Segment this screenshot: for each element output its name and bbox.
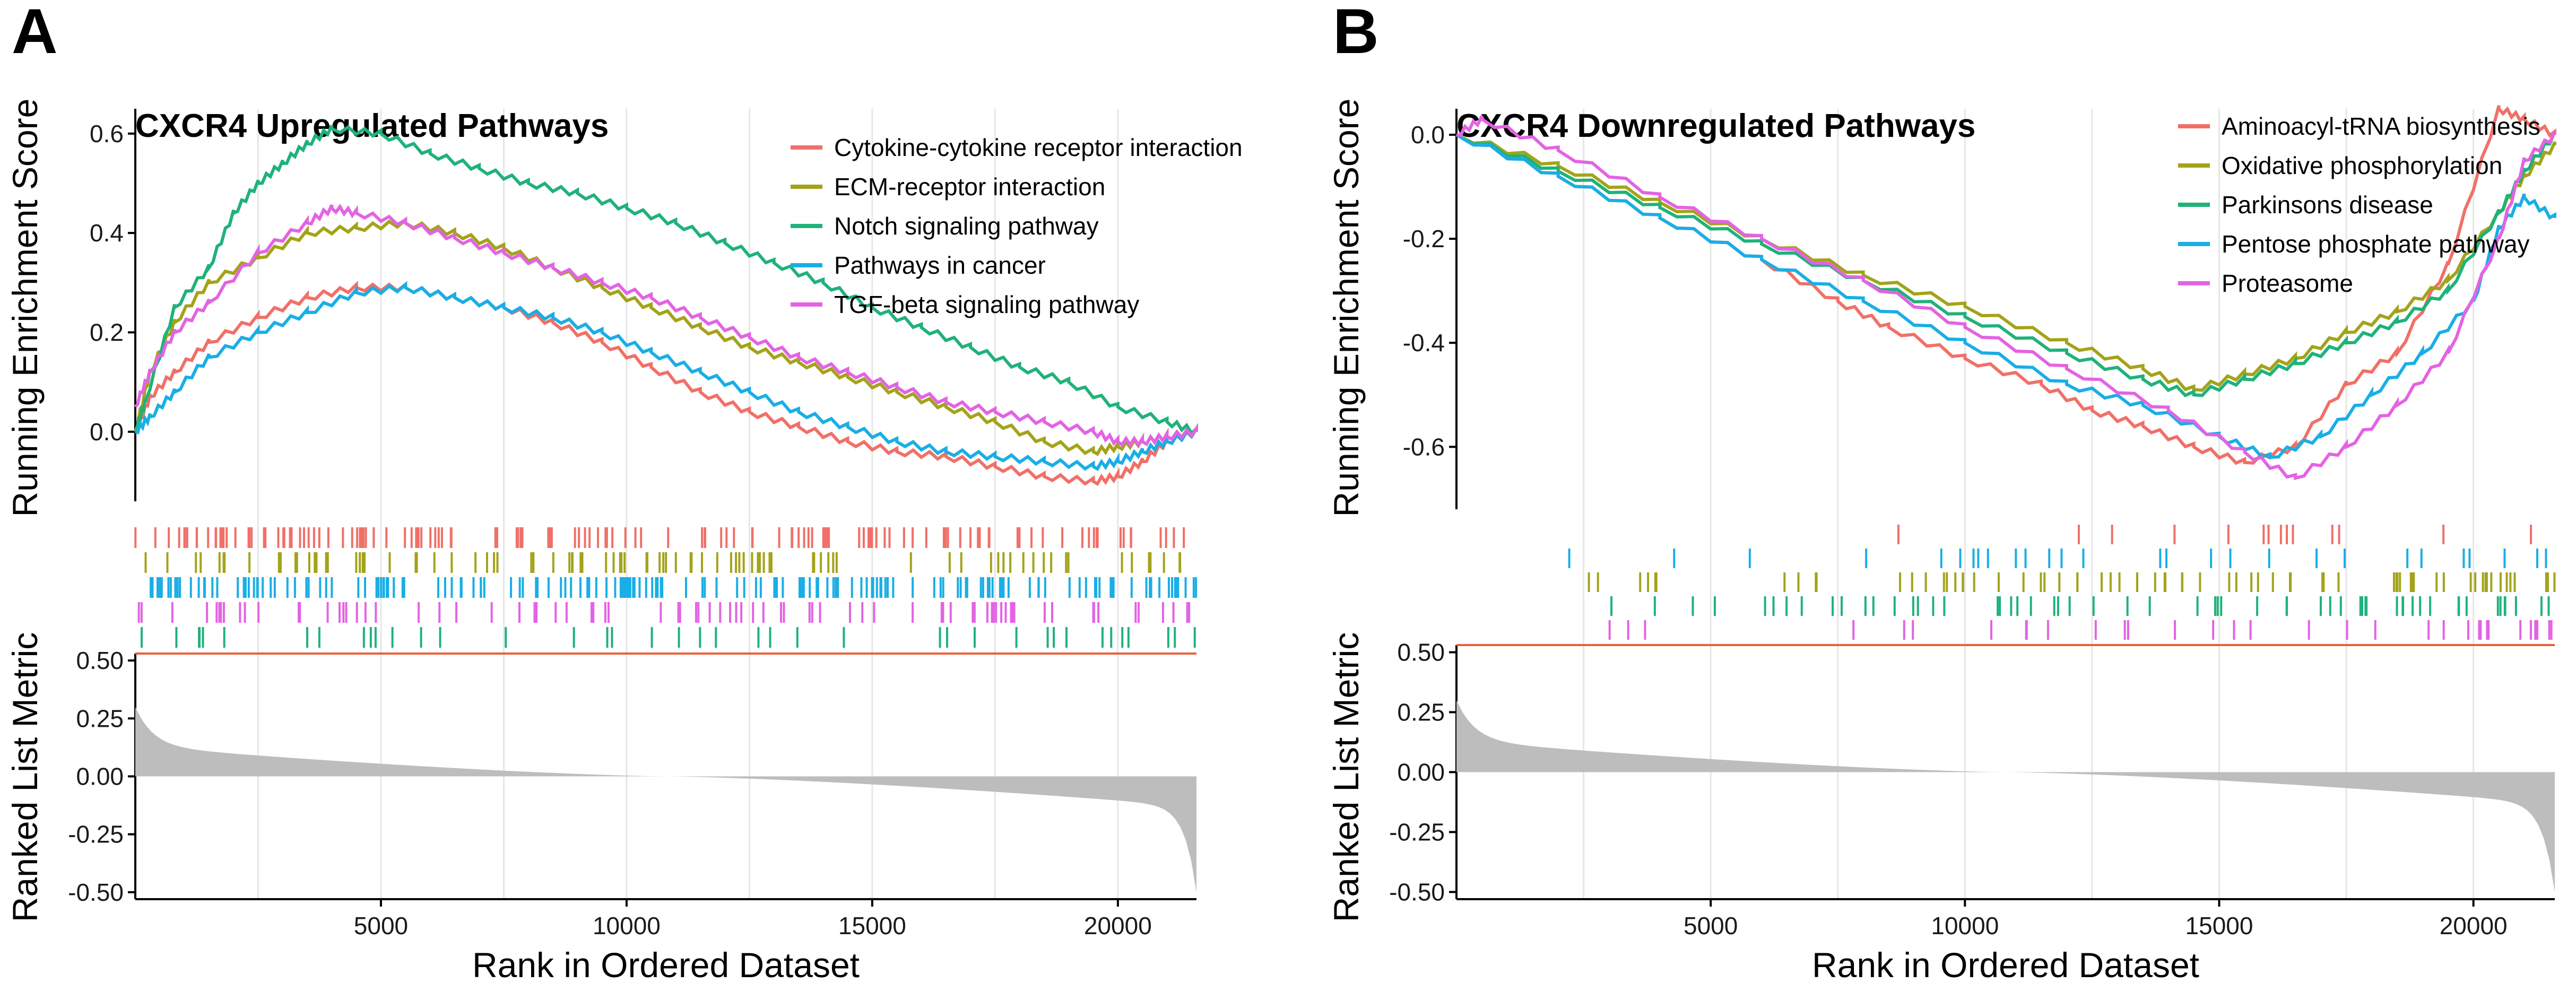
- y-tick-label: -0.4: [1403, 329, 1445, 356]
- downregulated-pathways-chart: CXCR4 Downregulated Pathways 0.0 -0.2 -0.4 -…: [1326, 99, 2556, 985]
- legend-label: TGF-beta signaling pathway: [834, 291, 1139, 318]
- chart-title: CXCR4 Upregulated Pathways: [135, 108, 609, 144]
- metric-tick-label: -0.50: [1389, 878, 1445, 906]
- x-tick-label: 10000: [1931, 912, 1999, 939]
- x-tick-label: 20000: [1084, 912, 1152, 939]
- metric-tick-label: 0.00: [76, 763, 124, 790]
- y-tick-label: -0.6: [1403, 433, 1445, 460]
- es-line-5: [1456, 115, 2556, 480]
- legend-label: Parkinsons disease: [2222, 191, 2433, 219]
- legend-label: Aminoacyl-tRNA biosynthesis: [2222, 112, 2540, 140]
- y-tick-label: 0.4: [90, 219, 124, 247]
- metric-tick-label: 0.25: [76, 704, 124, 732]
- legend-label: Notch signaling pathway: [834, 212, 1099, 240]
- panel-letter-b: B: [1333, 0, 1379, 67]
- panel-letter-a: A: [12, 0, 58, 67]
- y-tick-label: 0.0: [1411, 121, 1445, 149]
- x-axis-title: Rank in Ordered Dataset: [472, 945, 860, 985]
- legend-label: ECM-receptor interaction: [834, 173, 1105, 201]
- x-tick-label: 15000: [838, 912, 906, 939]
- metric-tick-label: 0.00: [1397, 759, 1445, 786]
- metric-tick-label: 0.25: [1397, 699, 1445, 726]
- y-tick-label: 0.6: [90, 120, 124, 147]
- es-line-5: [134, 203, 1198, 448]
- metric-tick-label: -0.50: [68, 878, 124, 906]
- legend-label: Pentose phosphate pathway: [2222, 230, 2530, 258]
- metric-tick-label: -0.25: [68, 821, 124, 848]
- metric-axis-title: Ranked List Metric: [1326, 632, 1366, 923]
- x-tick-label: 20000: [2440, 912, 2508, 939]
- x-tick-label: 10000: [593, 912, 661, 939]
- metric-tick-label: 0.50: [76, 647, 124, 674]
- metric-axis-title: Ranked List Metric: [5, 632, 45, 923]
- legend-label: Cytokine-cytokine receptor interaction: [834, 134, 1243, 161]
- x-tick-label: 5000: [354, 912, 408, 939]
- y-axis-title: Running Enrichment Score: [1326, 99, 1366, 517]
- chart-title: CXCR4 Downregulated Pathways: [1456, 108, 1975, 144]
- metric-tick-label: -0.25: [1389, 818, 1445, 846]
- x-tick-label: 5000: [1684, 912, 1738, 939]
- x-tick-label: 15000: [2185, 912, 2253, 939]
- upregulated-pathways-chart: CXCR4 Upregulated Pathways 0.0 0.2 0.4 0.6 0.…: [5, 99, 1243, 985]
- y-tick-label: -0.2: [1403, 225, 1445, 253]
- y-axis-title: Running Enrichment Score: [5, 99, 45, 517]
- legend-label: Oxidative phosphorylation: [2222, 152, 2502, 179]
- legend-label: Pathways in cancer: [834, 251, 1046, 279]
- y-tick-label: 0.2: [90, 319, 124, 346]
- legend-label: Proteasome: [2222, 269, 2353, 297]
- metric-tick-label: 0.50: [1397, 639, 1445, 666]
- y-tick-label: 0.0: [90, 418, 124, 446]
- x-axis-title: Rank in Ordered Dataset: [1812, 945, 2199, 985]
- es-line-4: [135, 281, 1198, 471]
- es-line-2: [134, 216, 1198, 456]
- es-line-3: [134, 125, 1198, 436]
- es-line-1: [134, 281, 1198, 486]
- es-line-3: [1455, 130, 2556, 397]
